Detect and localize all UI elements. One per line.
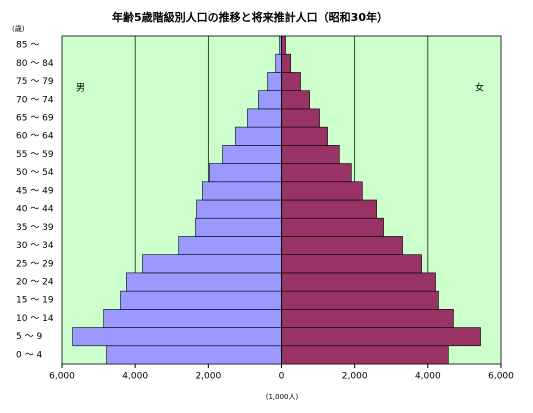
bar — [281, 199, 377, 219]
y-tick-label: 60 ～ 64 — [16, 132, 54, 142]
bar — [247, 108, 282, 128]
x-unit: (1,000人) — [266, 393, 299, 401]
x-tick-label: 6,000 — [49, 372, 75, 382]
bar — [281, 254, 422, 274]
bar — [209, 163, 282, 183]
y-tick-label: 15 ～ 19 — [16, 296, 54, 306]
bar — [178, 236, 282, 255]
y-tick-label: 80 ～ 84 — [16, 59, 54, 69]
bar — [281, 108, 320, 128]
x-tick-label: 2,000 — [195, 372, 221, 382]
bar — [126, 272, 282, 292]
chart-title: 年齢5歳階級別人口の推移と将来推計人口（昭和30年） — [112, 10, 388, 24]
bar — [281, 217, 384, 237]
bar — [72, 327, 282, 347]
y-tick-label: 50 ～ 54 — [16, 168, 54, 178]
y-tick-label: 25 ～ 29 — [16, 259, 54, 269]
y-tick-label: 40 ～ 44 — [16, 205, 54, 215]
bar — [275, 53, 282, 73]
bar — [281, 309, 454, 328]
bar — [106, 345, 282, 365]
bar — [281, 90, 310, 110]
bar — [281, 327, 481, 347]
bar — [281, 53, 291, 73]
y-tick-label: 5 ～ 9 — [16, 332, 42, 342]
bar — [281, 272, 436, 292]
y-tick-label: 0 ～ 4 — [16, 350, 42, 360]
series-label: 男 — [76, 83, 85, 94]
x-tick-label: 2,000 — [342, 372, 368, 382]
y-tick-label: 20 ～ 24 — [16, 278, 54, 288]
y-tick-label: 45 ～ 49 — [16, 186, 54, 196]
bar — [281, 345, 449, 365]
bar — [281, 145, 340, 164]
y-tick-label: 75 ～ 79 — [16, 77, 54, 87]
bar — [120, 290, 282, 310]
x-tick-label: 4,000 — [122, 372, 148, 382]
bar — [267, 72, 282, 91]
bar — [222, 145, 282, 164]
y-tick-label: 10 ～ 14 — [16, 314, 54, 324]
x-tick-label: 0 — [279, 372, 285, 382]
y-tick-label: 55 ～ 59 — [16, 150, 54, 160]
bar — [103, 309, 282, 328]
bar — [235, 126, 282, 146]
bar — [281, 126, 328, 146]
bar — [202, 181, 282, 201]
bar — [281, 236, 403, 255]
bar — [281, 163, 352, 183]
bar — [142, 254, 282, 274]
y-unit: (歳) — [12, 24, 25, 33]
bar — [281, 290, 439, 310]
bar — [281, 35, 286, 55]
y-tick-label: 30 ～ 34 — [16, 241, 54, 251]
bar — [281, 72, 301, 91]
bar — [258, 90, 282, 110]
x-tick-label: 6,000 — [488, 372, 514, 382]
y-tick-label: 70 ～ 74 — [16, 95, 54, 105]
y-tick-label: 85 ～ — [16, 41, 39, 51]
series-label: 女 — [475, 82, 484, 94]
y-tick-label: 65 ～ 69 — [16, 114, 54, 124]
x-tick-label: 4,000 — [415, 372, 441, 382]
bar — [195, 217, 282, 237]
bar — [281, 181, 363, 201]
y-tick-label: 35 ～ 39 — [16, 223, 54, 233]
bar — [196, 199, 282, 219]
